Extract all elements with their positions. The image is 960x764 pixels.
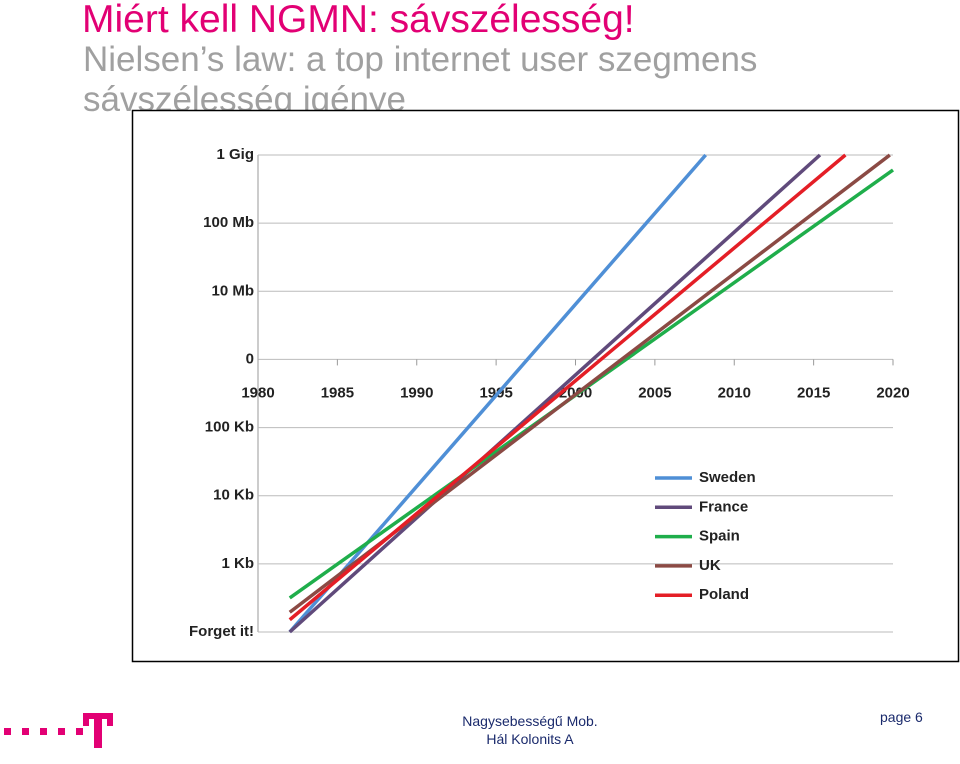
x-tick-label: 2015 [797, 384, 830, 401]
y-tick-label: 1 Kb [221, 555, 254, 572]
y-tick-label: 10 Mb [211, 282, 254, 299]
x-tick-label: 1990 [400, 384, 433, 401]
y-tick-label: 100 Kb [205, 419, 254, 436]
y-tick-label: 0 [246, 350, 254, 367]
legend-label: Sweden [699, 469, 756, 486]
legend-label: Poland [699, 586, 749, 603]
logo [4, 713, 113, 748]
x-tick-label: 1985 [321, 384, 354, 401]
page-number: page 6 [880, 709, 923, 725]
series-line [288, 153, 707, 634]
y-tick-label: 10 Kb [213, 487, 254, 504]
x-tick-label: 2005 [638, 384, 671, 401]
series-line [288, 153, 847, 622]
legend-label: Spain [699, 528, 740, 545]
footer: Nagysebességű Mob. Hál Kolonits A [462, 713, 598, 747]
x-tick-label: 2010 [718, 384, 751, 401]
y-tick-label: 1 Gig [216, 146, 254, 163]
legend-label: France [699, 498, 748, 515]
series-line [288, 153, 822, 634]
x-tick-label: 1980 [241, 384, 274, 401]
chart-frame [131, 109, 960, 663]
y-tick-label: Forget it! [189, 623, 254, 640]
y-tick-label: 100 Mb [203, 214, 254, 231]
x-tick-label: 2020 [876, 384, 909, 401]
legend-label: UK [699, 557, 721, 574]
slide-title: Miért kell NGMN: sávszélesség! [82, 0, 635, 41]
slide-subtitle: Nielsen’s law: a top internet user szegm… [83, 40, 758, 119]
